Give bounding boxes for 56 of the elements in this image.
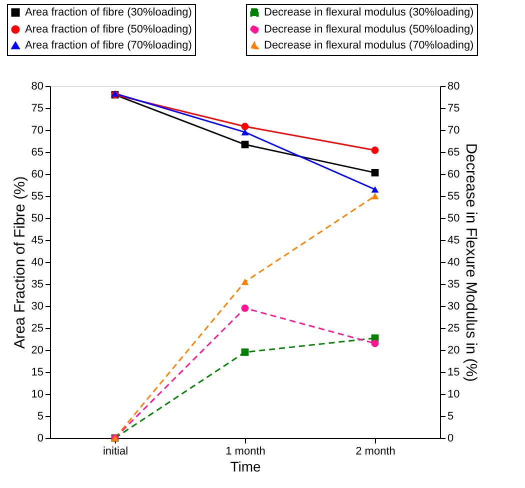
y2-tick-label: 40: [448, 256, 460, 268]
y2-tick-label: 10: [448, 388, 460, 400]
y-tick-label: 45: [31, 234, 44, 246]
x-axis-title: Time: [230, 458, 262, 474]
y2-tick-label: 65: [448, 146, 460, 158]
y-tick-label: 80: [31, 80, 44, 92]
y-tick-label: 15: [31, 366, 44, 378]
legend-label: Decrease in flexural modulus (50%loading): [264, 24, 474, 36]
y2-tick-label: 75: [448, 102, 460, 114]
y-axis-title: Area Fraction of Fibre (%): [11, 176, 28, 349]
y2-tick-label: 30: [448, 300, 460, 312]
y-tick-label: 20: [31, 344, 44, 356]
y-tick-label: 65: [31, 146, 44, 158]
legend-label: Decrease in flexural modulus (30%loading): [264, 6, 474, 18]
y-tick-label: 0: [37, 432, 44, 444]
y-tick-label: 40: [31, 256, 44, 268]
y2-tick-label: 45: [448, 234, 460, 246]
legend-label: Area fraction of fibre (70%loading): [25, 40, 192, 52]
y2-tick-label: 5: [448, 410, 454, 422]
y-tick-label: 5: [37, 410, 44, 422]
y2-tick-label: 15: [448, 366, 460, 378]
point: [241, 348, 249, 356]
y2-tick-label: 70: [448, 124, 460, 136]
y-tick-label: 10: [31, 388, 44, 400]
point: [371, 146, 379, 154]
y2-axis-title: Decrease in Flexure Modulus in (%): [462, 143, 480, 382]
legend-label: Area fraction of fibre (50%loading): [25, 24, 192, 36]
x-tick-label: 2 month: [356, 446, 396, 458]
y-tick-label: 30: [31, 300, 44, 312]
point: [241, 128, 249, 136]
y2-tick-label: 50: [448, 212, 460, 224]
point: [241, 122, 249, 130]
y2-tick-label: 25: [448, 322, 460, 334]
point: [371, 168, 379, 176]
y2-tick-label: 80: [448, 80, 460, 92]
point: [241, 304, 249, 312]
y2-tick-label: 35: [448, 278, 460, 290]
legend-label: Decrease in flexural modulus (70%loading): [264, 40, 474, 52]
x-tick-label: 1 month: [226, 446, 266, 458]
x-tick-label: initial: [102, 446, 128, 458]
point: [241, 278, 249, 286]
y2-tick-label: 20: [448, 344, 460, 356]
y2-tick-label: 60: [448, 168, 460, 180]
y-tick-label: 55: [31, 190, 44, 202]
y-tick-label: 50: [31, 212, 44, 224]
y-tick-label: 25: [31, 322, 44, 334]
y2-tick-label: 0: [448, 432, 454, 444]
legend-label: Area fraction of fibre (30%loading): [25, 6, 192, 18]
y-tick-label: 60: [31, 168, 44, 180]
point: [371, 186, 379, 193]
y-tick-label: 70: [31, 124, 44, 136]
y-tick-label: 75: [31, 102, 44, 114]
point: [371, 192, 379, 200]
y2-tick-label: 55: [448, 190, 460, 202]
y-tick-label: 35: [31, 278, 44, 290]
point: [371, 340, 379, 348]
